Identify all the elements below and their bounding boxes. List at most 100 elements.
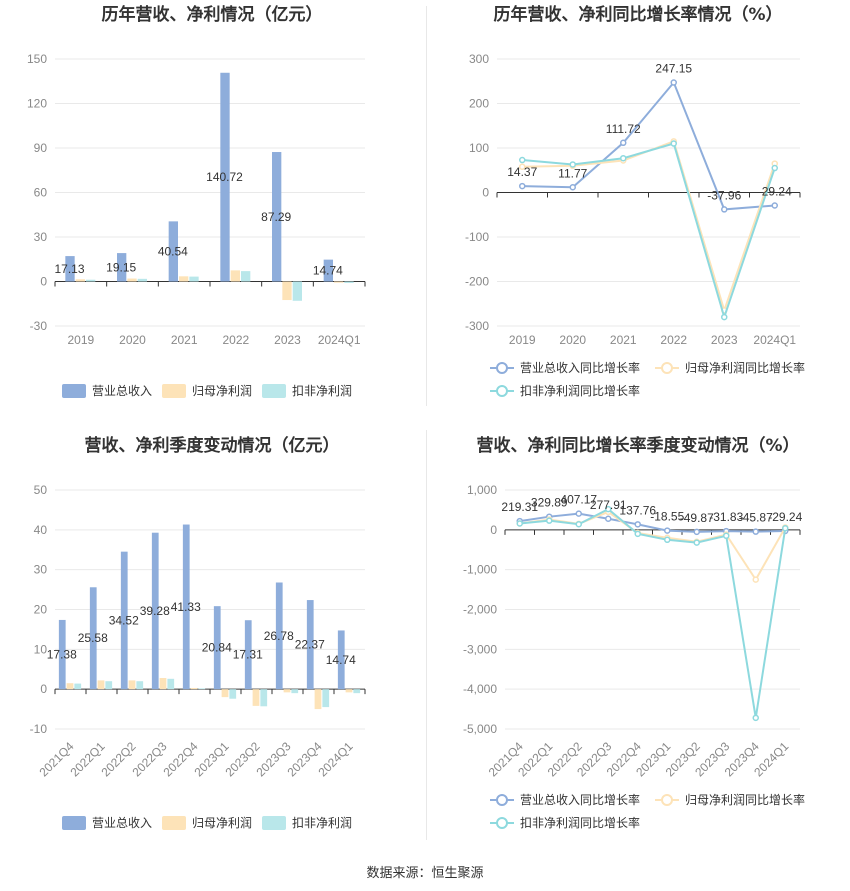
annual-bar-bar-deducted-profit (292, 281, 302, 301)
annual-line-series-point (771, 164, 778, 172)
annual-line-x-tick-label: 2023 (711, 333, 738, 347)
quarterly-bar-legend-label: 归母净利润 (192, 816, 252, 830)
quarterly-bar-bar-revenue (213, 606, 221, 690)
annual-bar-legend-label: 扣非净利润 (292, 384, 352, 398)
annual-bar-data-label: 19.15 (106, 260, 136, 274)
quarterly-line-title: 营收、净利同比增长率季度变动情况（%） (476, 435, 799, 456)
quarterly-bar-bar-deducted-profit (291, 689, 299, 694)
annual-bar-bar-revenue (220, 72, 230, 282)
quarterly-bar-bar-deducted-profit (136, 681, 144, 690)
annual-line-x-tick-label: 2021 (610, 333, 637, 347)
quarterly-line-series-line (519, 507, 787, 719)
quarterly-bar-y-tick-label: 50 (34, 483, 48, 497)
quarterly-line-legend-label: 归母净利润同比增长率 (685, 792, 805, 807)
annual-bar-y-tick-label: 0 (40, 275, 47, 289)
quarterly-bar-data-label: 17.31 (233, 648, 263, 662)
quarterly-bar-y-tick-label: -10 (30, 722, 48, 736)
quarterly-bar-bar-revenue (306, 600, 314, 690)
quarterly-bar-bar-net-profit (252, 689, 260, 706)
annual-line-chart: 历年营收、净利同比增长率情况（%） 300 200 100 0 -100 -200 -300 2… (465, 4, 805, 398)
annual-line-legend-marker (496, 362, 508, 374)
quarterly-line-legend-marker (661, 794, 673, 806)
quarterly-line-series-point (575, 510, 582, 517)
annual-line-series-point (569, 161, 576, 168)
annual-line-series-line (522, 142, 776, 321)
annual-bar-y-tick-label: 60 (34, 186, 48, 200)
annual-line-y-tick-label: -300 (465, 319, 489, 333)
quarterly-bar-bar-revenue (244, 620, 252, 690)
quarterly-line-series-point (752, 576, 759, 583)
annual-bar-bar-revenue (323, 259, 333, 282)
quarterly-line-y-tick-label: -5,000 (463, 722, 497, 736)
annual-bar-y-tick-label: -30 (30, 319, 48, 333)
quarterly-bar-legend-label: 营业总收入 (92, 816, 152, 830)
quarterly-bar-chart: 营收、净利季度变动情况（亿元）50403020100-102021Q42022Q… (30, 435, 366, 830)
annual-line-data-label: -37.96 (707, 188, 741, 202)
annual-line-series-point (569, 184, 576, 191)
annual-bar-bar-net-profit (75, 279, 85, 282)
quarterly-bar-y-tick-label: 0 (40, 682, 47, 696)
quarterly-line-data-label: -18.55 (650, 510, 684, 524)
quarterly-line-series-point (664, 527, 671, 534)
quarterly-bar-bar-revenue (58, 619, 66, 690)
quarterly-line-legend-label: 扣非净利润同比增长率 (520, 815, 640, 830)
annual-bar-data-label: 87.29 (261, 210, 291, 224)
annual-line-series-point (519, 182, 526, 190)
annual-line-series-point (620, 154, 627, 162)
quarterly-bar-data-label: 14.74 (326, 653, 356, 667)
quarterly-bar-bar-net-profit (190, 687, 198, 690)
quarterly-bar-bar-net-profit (345, 689, 353, 693)
annual-bar-bar-deducted-profit (137, 278, 147, 282)
annual-line-y-tick-label: -200 (465, 275, 489, 289)
quarterly-line-chart: 营收、净利同比增长率季度变动情况（%） 1,000 0 -1,000 -2,000 -3,… (463, 435, 805, 830)
quarterly-bar-bar-deducted-profit (74, 683, 82, 690)
annual-bar-y-tick-label: 150 (27, 52, 47, 66)
quarterly-line-series-point (693, 539, 700, 546)
quarterly-bar-data-label: 17.38 (47, 648, 77, 662)
annual-bar-y-tick-label: 90 (34, 141, 48, 155)
quarterly-bar-data-label: 26.78 (264, 629, 294, 643)
quarterly-line-legend-marker (496, 794, 508, 806)
annual-bar-legend-swatch (62, 384, 86, 398)
annual-bar-bar-deducted-profit (344, 281, 354, 283)
quarterly-line-series-point (575, 521, 582, 528)
quarterly-line-y-tick-label: 1,000 (467, 483, 497, 497)
annual-line-data-label: 247.15 (655, 62, 692, 76)
quarterly-line-data-label: -45.87 (739, 511, 773, 525)
quarterly-bar-data-label: 22.37 (295, 638, 325, 652)
data-source-note: 数据来源：恒生聚源 (366, 866, 484, 881)
quarterly-line-series-point (752, 714, 759, 722)
annual-line-title: 历年营收、净利同比增长率情况（%） (493, 4, 782, 25)
quarterly-bar-bar-deducted-profit (198, 688, 206, 690)
panel-divider-top (426, 6, 427, 406)
quarterly-line-data-label: 219.31 (501, 500, 538, 514)
quarterly-bar-bar-revenue (151, 532, 159, 690)
quarterly-line-data-label: 329.89 (531, 496, 568, 510)
quarterly-bar-bar-net-profit (283, 689, 291, 693)
annual-bar-data-label: 14.74 (313, 264, 343, 278)
quarterly-bar-bar-deducted-profit (322, 689, 330, 708)
annual-bar-bar-deducted-profit (241, 271, 251, 282)
annual-bar-data-label: 140.72 (206, 170, 243, 184)
quarterly-bar-bar-deducted-profit (353, 689, 361, 694)
annual-bar-x-tick-label: 2024Q1 (318, 333, 361, 347)
quarterly-bar-bar-revenue (120, 551, 128, 690)
annual-bar-legend-swatch (262, 384, 286, 398)
quarterly-line-series-point (634, 530, 641, 538)
quarterly-line-y-tick-label: -3,000 (463, 642, 497, 656)
quarterly-line-data-label: 137.76 (619, 503, 656, 517)
quarterly-bar-bar-revenue (89, 587, 97, 690)
quarterly-line-y-tick-label: -1,000 (463, 563, 497, 577)
annual-bar-bar-deducted-profit (189, 276, 199, 282)
quarterly-line-series-point (693, 528, 700, 536)
annual-line-series-point (721, 313, 728, 321)
quarterly-line-series-point (605, 505, 612, 513)
quarterly-bar-bar-net-profit (314, 689, 322, 710)
annual-bar-bar-revenue (65, 256, 75, 282)
quarterly-line-series-point (516, 520, 523, 527)
quarterly-bar-y-tick-label: 30 (34, 563, 48, 577)
quarterly-line-legend-marker (496, 817, 508, 829)
annual-bar-title: 历年营收、净利情况（亿元） (102, 4, 323, 25)
annual-bar-legend-swatch (162, 384, 186, 398)
